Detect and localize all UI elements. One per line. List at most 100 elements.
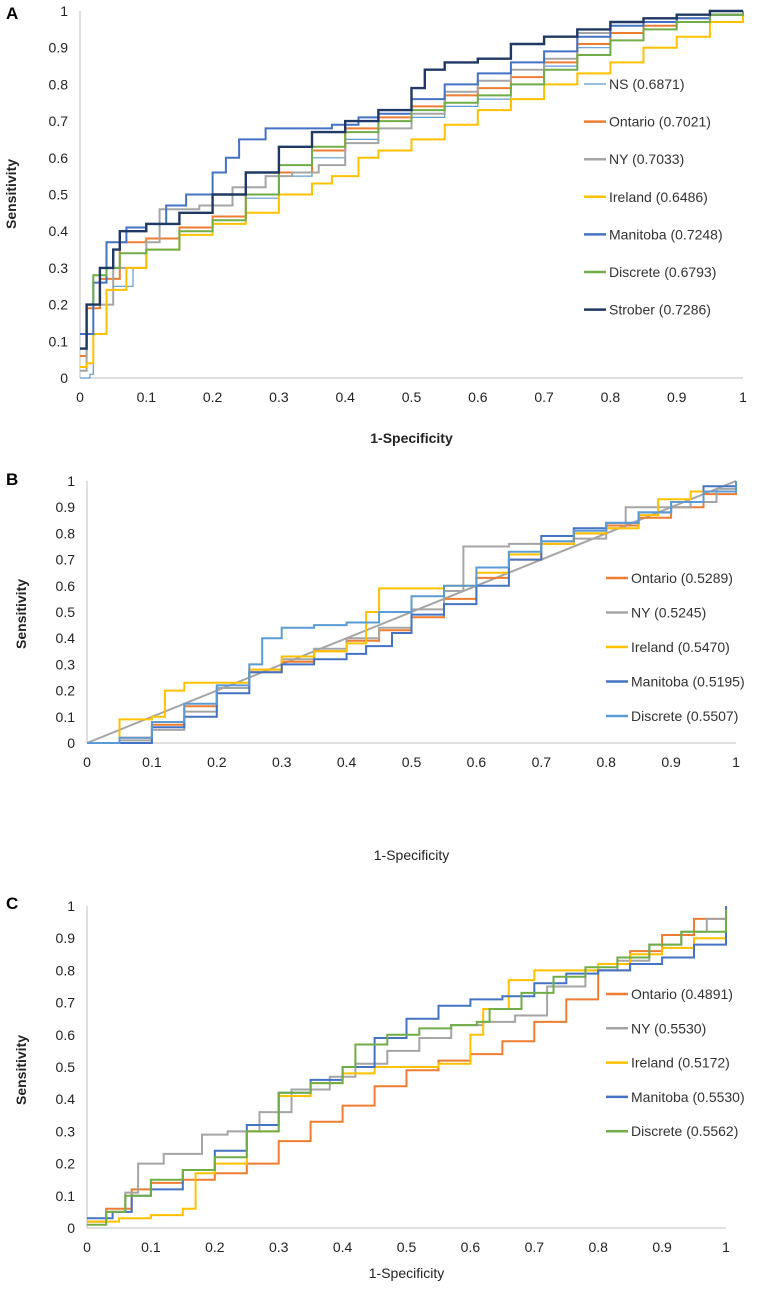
x-tick-label: 0.9 [667,389,687,405]
x-tick-label: 1 [722,1239,730,1255]
y-tick-label: 0.2 [56,1156,76,1172]
x-axis-label: 1-Specificity [374,847,449,863]
x-tick-label: 0.3 [269,389,289,405]
legend-label: Discrete (0.5507) [631,708,738,724]
y-tick-label: 0.2 [49,297,69,313]
legend-label: NY (0.5245) [631,605,706,621]
x-tick-label: 0.1 [141,1239,161,1255]
legend-label: Manitoba (0.5530) [631,1089,745,1105]
x-tick-label: 0.7 [525,1239,545,1255]
legend-label: Ireland (0.6486) [609,189,708,205]
y-tick-label: 0 [67,1220,75,1236]
panel-a-letter: A [6,4,19,23]
y-tick-label: 0.8 [56,525,76,541]
y-tick-label: 0.1 [56,1188,76,1204]
x-tick-label: 0.7 [534,389,554,405]
y-tick-label: 0.3 [56,656,76,672]
legend-label: Ireland (0.5470) [631,639,730,655]
x-tick-label: 0.5 [402,389,422,405]
legend-label: Strober (0.7286) [609,302,711,318]
y-tick-label: 0.5 [56,604,76,620]
series-line-a-6 [80,9,743,350]
y-tick-label: 0.9 [56,930,76,946]
y-tick-label: 0.1 [56,709,76,725]
x-tick-label: 0.3 [269,1239,289,1255]
x-tick-label: 0.9 [661,754,681,770]
y-tick-label: 0.5 [56,1059,76,1075]
y-tick-label: 0.6 [49,150,69,166]
x-tick-label: 0.8 [596,754,616,770]
series-line-a-5 [80,11,744,350]
series-line-c-1 [87,906,727,1223]
series-line-a-3 [80,11,744,368]
legend-label: Discrete (0.6793) [609,264,716,280]
x-tick-label: 0 [76,389,84,405]
roc-chart-b: 0 0.1 0.2 0.3 0.4 0.5 0.6 0.7 0.8 0.9 1 0 0.1 0.2 0.3 0… [13,473,745,863]
series-line-b-1 [87,481,737,744]
x-tick-label: 0.6 [461,1239,481,1255]
roc-chart-c: 0 0.1 0.2 0.3 0.4 0.5 0.6 0.7 0.8 0.9 1 0 0.1 0.2 0.3 0… [13,898,745,1281]
panel-c-letter: C [6,894,19,913]
x-axis-label: 1-Specificity [369,1265,444,1281]
x-tick-label: 1 [739,389,747,405]
x-tick-label: 0 [83,754,91,770]
y-tick-label: 0.8 [49,76,69,92]
x-tick-label: 0.5 [402,754,422,770]
y-tick-label: 1 [60,3,68,19]
x-tick-label: 0.4 [335,389,355,405]
legend-label: Ontario (0.4891) [631,986,733,1002]
x-axis-label: 1-Specificity [370,430,453,446]
y-tick-label: 0 [67,735,75,751]
y-tick-label: 0.3 [56,1123,76,1139]
x-tick-label: 0.1 [137,389,157,405]
y-tick-label: 0.1 [49,333,69,349]
y-tick-label: 0.6 [56,578,76,594]
y-tick-label: 1 [67,898,75,914]
x-tick-label: 0.4 [333,1239,353,1255]
y-tick-label: 1 [67,473,75,489]
x-tick-label: 0.8 [601,389,621,405]
legend-label: NY (0.7033) [609,151,684,167]
x-tick-label: 0.1 [142,754,162,770]
roc-chart-a: 0 0.1 0.2 0.3 0.4 0.5 0.6 0.7 0.8 0.9 1 0 0.1 0.2 0.3 0… [3,3,747,446]
y-tick-label: 0.8 [56,962,76,978]
series-line-b-4 [87,481,737,744]
y-tick-label: 0.7 [56,995,76,1011]
x-tick-label: 0.3 [272,754,292,770]
legend-label: Ontario (0.5289) [631,570,733,586]
series-line-c-4 [87,909,727,1226]
y-tick-label: 0.6 [56,1027,76,1043]
y-tick-label: 0.3 [49,260,69,276]
x-tick-label: 0.2 [205,1239,225,1255]
x-tick-label: 0.4 [337,754,357,770]
x-tick-label: 0.9 [652,1239,672,1255]
legend-label: Manitoba (0.5195) [631,674,745,690]
x-tick-label: 0.7 [532,754,552,770]
y-axis-label: Sensitivity [13,1035,29,1105]
y-tick-label: 0.4 [49,223,69,239]
y-tick-label: 0.7 [49,113,69,129]
y-tick-label: 0.4 [56,630,76,646]
x-tick-label: 0.2 [207,754,227,770]
y-tick-label: 0.9 [56,499,76,515]
y-tick-label: 0.2 [56,683,76,699]
legend-label: Ireland (0.5172) [631,1055,730,1071]
series-line-c-3 [87,906,727,1220]
series-line-b-2 [87,481,737,744]
x-tick-label: 0.2 [203,389,223,405]
y-tick-label: 0.4 [56,1091,76,1107]
y-tick-label: 0 [60,370,68,386]
x-tick-label: 0.6 [467,754,487,770]
legend-label: NS (0.6871) [609,76,684,92]
legend-label: Ontario (0.7021) [609,114,711,130]
legend-label: Discrete (0.5562) [631,1123,738,1139]
y-axis-label: Sensitivity [3,159,19,229]
y-tick-label: 0.7 [56,552,76,568]
x-tick-label: 0.5 [397,1239,417,1255]
x-tick-label: 0 [83,1239,91,1255]
legend-label: NY (0.5530) [631,1020,706,1036]
y-axis-label: Sensitivity [13,579,29,649]
x-tick-label: 0.8 [588,1239,608,1255]
y-tick-label: 0.9 [49,40,69,56]
legend-label: Manitoba (0.7248) [609,226,723,242]
